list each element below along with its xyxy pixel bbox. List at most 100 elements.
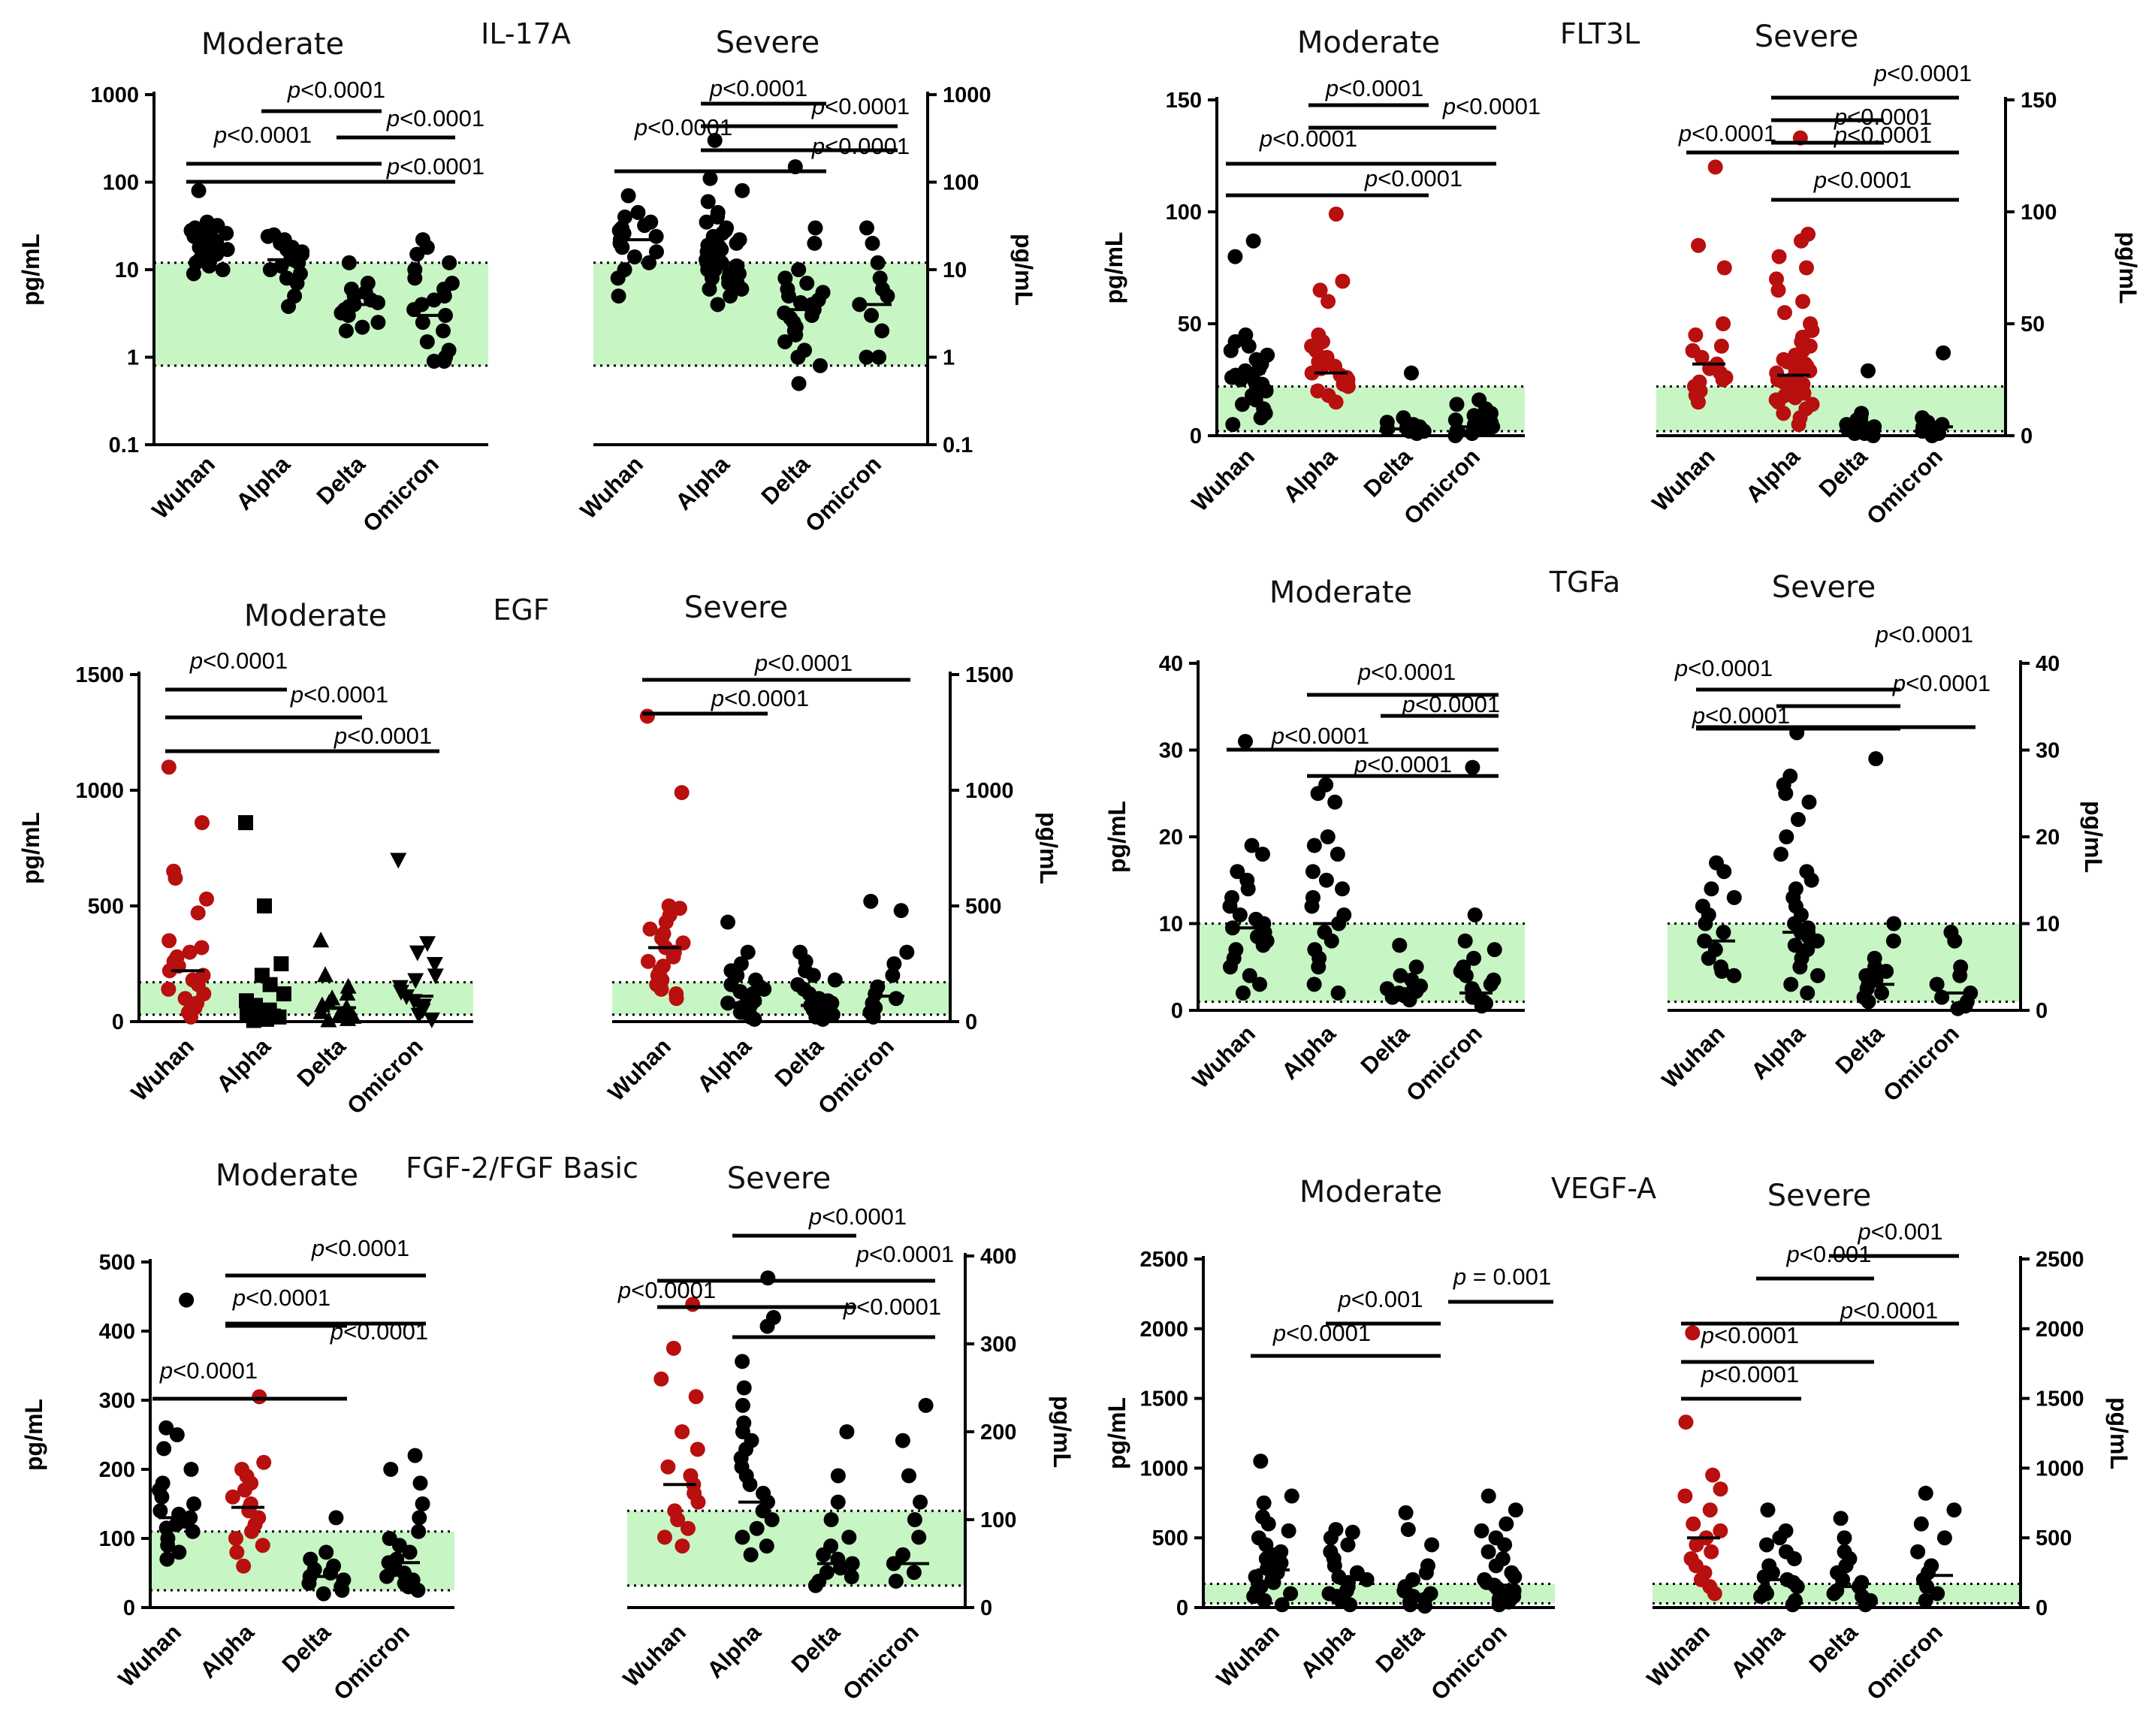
group-delta: [1396, 1505, 1440, 1614]
group-omicron: [379, 1448, 430, 1598]
data-point: [406, 994, 423, 1010]
data-point: [1465, 759, 1480, 775]
category-label: Omicron: [342, 1033, 428, 1119]
data-point: [886, 956, 902, 971]
data-point: [1324, 933, 1339, 949]
data-point: [911, 1529, 927, 1545]
data-point: [710, 297, 726, 312]
group-wuhan: [183, 183, 235, 282]
data-point: [918, 1397, 934, 1413]
category-label: Delta: [770, 1033, 829, 1092]
p-value-label: p<0.0001: [811, 133, 910, 159]
group-omicron: [1447, 392, 1501, 443]
data-point: [1913, 1516, 1929, 1532]
group-delta: [1856, 751, 1902, 1010]
y-axis-label: pg/mL: [1100, 232, 1127, 304]
category-label: Delta: [756, 451, 816, 510]
data-point: [648, 244, 664, 260]
group-alpha: [1773, 725, 1825, 1001]
data-point: [1794, 233, 1809, 249]
y-axis-label: pg/mL: [1103, 1397, 1130, 1469]
data-point: [1770, 394, 1786, 410]
category-label: Omicron: [328, 1619, 415, 1705]
p-value-label: p<0.0001: [754, 650, 853, 676]
category-label: Wuhan: [1187, 443, 1260, 516]
data-point: [334, 1583, 350, 1598]
data-point: [159, 1551, 175, 1567]
y-tick-label: 2000: [1139, 1318, 1188, 1342]
category-label: Alpha: [1295, 1619, 1360, 1683]
category-label: Alpha: [702, 1619, 766, 1683]
p-value-label: p<0.001: [1338, 1286, 1423, 1312]
data-point: [666, 949, 681, 965]
p-value-label: p<0.0001: [330, 1318, 428, 1345]
data-point: [1256, 1495, 1272, 1511]
data-point: [675, 1538, 690, 1554]
data-point: [1952, 968, 1968, 983]
group-wuhan: [639, 708, 691, 1007]
panel-title: Moderate: [1269, 575, 1412, 610]
data-point: [1312, 282, 1328, 298]
data-point: [669, 991, 684, 1007]
panel-title: Severe: [684, 590, 788, 625]
p-value-label: p<0.0001: [843, 1294, 941, 1320]
data-point: [301, 1575, 317, 1591]
data-point: [1467, 907, 1483, 922]
data-point: [1281, 1523, 1296, 1538]
data-point: [870, 255, 886, 270]
data-point: [1304, 898, 1320, 914]
data-point: [791, 262, 807, 277]
data-point: [1950, 1001, 1966, 1016]
data-point: [169, 1427, 185, 1442]
data-point: [1252, 977, 1268, 992]
data-point: [1402, 992, 1417, 1008]
y-tick-label: 0: [2036, 999, 2048, 1023]
data-point: [407, 973, 424, 989]
data-point: [442, 255, 457, 270]
data-point: [799, 276, 815, 291]
group-omicron: [1474, 1488, 1523, 1613]
y-tick-label: 100: [2021, 201, 2057, 225]
data-point: [370, 294, 386, 310]
category-label: Wuhan: [1657, 1020, 1730, 1093]
p-value-label: p<0.0001: [1678, 120, 1776, 146]
data-point: [317, 966, 334, 983]
panel-severe: 0 500 1000 1500 pg/mL Severe Wuhan Alpha DeltaOm…: [603, 590, 1062, 1119]
data-point: [1284, 1488, 1299, 1504]
data-point: [1716, 260, 1732, 276]
p-value-label: p<0.0001: [189, 648, 288, 674]
y-tick-label: 100: [99, 1527, 135, 1551]
data-point: [255, 1538, 270, 1553]
data-point: [1330, 847, 1345, 862]
data-point: [161, 759, 177, 775]
data-point: [777, 334, 793, 349]
panel-title: Moderate: [201, 27, 344, 62]
group-wuhan: [653, 1297, 706, 1554]
data-point: [1698, 916, 1713, 931]
data-point: [1417, 1599, 1432, 1614]
group-delta: [807, 1424, 860, 1593]
y-tick-label: 0: [112, 1010, 124, 1034]
data-point: [620, 188, 636, 204]
data-point: [1257, 1593, 1272, 1608]
data-point: [1704, 1544, 1719, 1559]
data-point: [791, 376, 807, 391]
data-point: [1860, 363, 1876, 379]
data-point: [236, 1558, 252, 1574]
category-label: Wuhan: [126, 1033, 199, 1106]
group-wuhan: [1246, 1454, 1299, 1613]
data-point: [1230, 864, 1245, 880]
data-point: [805, 968, 821, 983]
data-point: [339, 985, 356, 1001]
panel-severe: 0.1 1 10 100 1000 pg/mL Severe Wuhan Alpha DeltaO…: [575, 26, 1037, 537]
data-point: [243, 1523, 259, 1539]
category-label: Alpha: [1746, 1020, 1810, 1085]
data-point: [183, 1462, 199, 1477]
data-point: [1258, 1537, 1274, 1553]
y-tick-label: 400: [99, 1320, 135, 1344]
data-point: [1466, 950, 1482, 966]
p-value-label: p<0.0001: [1701, 1361, 1799, 1387]
data-point: [1274, 1597, 1290, 1613]
y-tick-label: 10: [1159, 913, 1183, 937]
